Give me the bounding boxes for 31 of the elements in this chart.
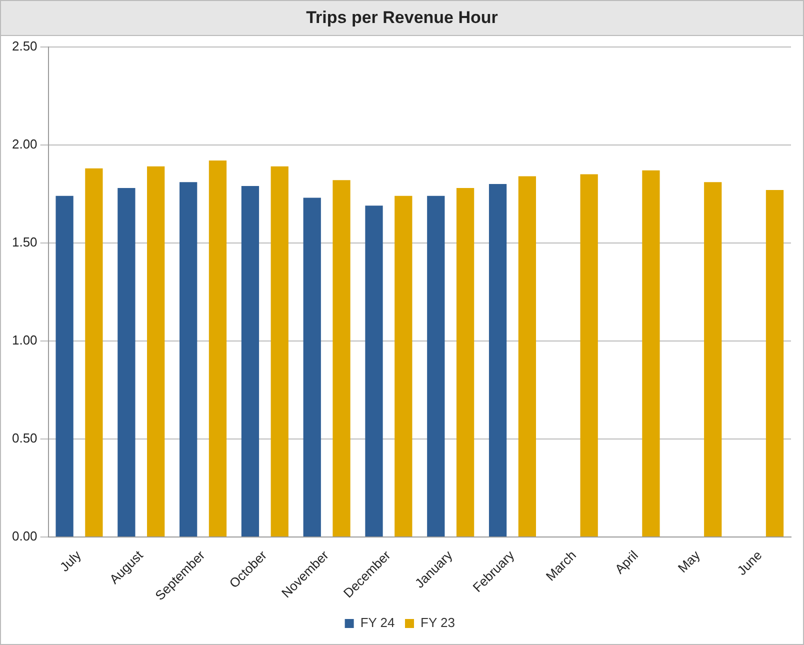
y-tick-label: 0.50 [12, 430, 38, 446]
bar [85, 168, 103, 537]
bar [488, 184, 507, 537]
bar [270, 166, 288, 537]
y-tick-label: 0.00 [12, 528, 38, 544]
bar [642, 170, 660, 537]
bar [56, 196, 74, 537]
bar [518, 176, 536, 537]
bar [766, 190, 784, 537]
y-tick-label: 1.00 [12, 332, 38, 348]
chart-title: Trips per Revenue Hour [1, 1, 803, 36]
bar [180, 182, 198, 537]
bar [332, 180, 350, 537]
bar [456, 188, 474, 537]
bar [427, 196, 445, 537]
x-tick-label: July [56, 547, 84, 575]
bar [394, 196, 412, 537]
bar [147, 166, 165, 537]
y-tick-label: 1.50 [12, 234, 38, 250]
bar [365, 206, 383, 537]
bar [303, 198, 321, 537]
x-tick-label: May [674, 547, 704, 576]
y-tick-label: 2.50 [12, 38, 38, 54]
legend-label: FY 23 [420, 615, 455, 630]
bar [704, 182, 722, 537]
bar [118, 188, 136, 537]
bar [241, 186, 260, 537]
bar [580, 174, 598, 537]
bar [208, 160, 227, 537]
y-tick-label: 2.00 [12, 136, 38, 152]
legend-label: FY 24 [360, 615, 395, 630]
